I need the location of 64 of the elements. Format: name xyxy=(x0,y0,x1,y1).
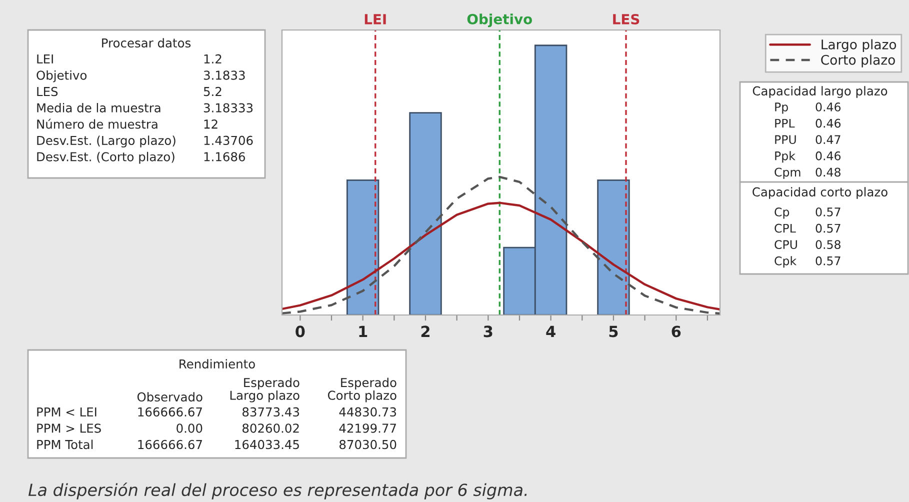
ref-line-label: Objetivo xyxy=(467,14,532,28)
x-tick-label: 2 xyxy=(421,326,430,338)
text: PPL xyxy=(775,118,795,128)
text: Cpm xyxy=(774,168,800,179)
x-tick-label: 6 xyxy=(672,326,681,338)
text: Ppk xyxy=(775,151,796,163)
text: 42199.77 xyxy=(339,424,396,433)
text: 0.57 xyxy=(816,224,840,233)
text: 5.2 xyxy=(204,86,222,96)
ref-line-label: LEI xyxy=(364,14,386,24)
text: Pp xyxy=(775,102,788,114)
text: 1.43706 xyxy=(204,136,253,146)
text: 87030.50 xyxy=(340,440,396,450)
ref-line-label: LES xyxy=(613,14,640,24)
text: 0.46 xyxy=(816,102,841,112)
text: 3.18333 xyxy=(204,103,253,112)
x-tick-label: 5 xyxy=(609,326,618,338)
text: 0.57 xyxy=(816,207,840,216)
x-tick-label: 1 xyxy=(359,326,368,338)
text: 0.58 xyxy=(816,240,840,250)
text: 44830.73 xyxy=(339,407,396,417)
x-tick-label: 4 xyxy=(546,326,556,338)
text: Capacidad corto plazo xyxy=(752,187,888,199)
text: Desv.Est. (Largo plazo) xyxy=(37,136,176,148)
text: Número de muestra xyxy=(37,118,158,129)
text: Esperado Largo plazo xyxy=(230,378,300,402)
text: Procesar datos xyxy=(102,38,191,48)
legend-label: Largo plazo xyxy=(822,39,896,52)
text: PPM Total xyxy=(37,440,93,450)
text: La dispersión real del proceso es representada por 6 sigma. xyxy=(28,482,527,500)
text: 83773.43 xyxy=(242,407,300,417)
text: CPL xyxy=(774,224,796,233)
text: Objetivo xyxy=(36,70,87,82)
text: 164033.45 xyxy=(235,440,299,450)
text: PPM < LEI xyxy=(37,407,96,416)
text: 1.1686 xyxy=(204,152,245,162)
text: Cp xyxy=(774,207,790,219)
text: Rendimiento xyxy=(180,359,255,369)
text: PPU xyxy=(775,135,796,144)
text: 166666.67 xyxy=(138,440,202,450)
text: Cpk xyxy=(774,256,797,268)
text: 0.46 xyxy=(816,118,841,128)
text: 1.2 xyxy=(204,54,222,64)
text: CPU xyxy=(774,240,797,250)
text: 0.00 xyxy=(176,424,202,433)
text: 166666.67 xyxy=(138,407,202,417)
text: PPM > LES xyxy=(37,424,101,433)
text: 80260.02 xyxy=(242,424,299,433)
text: LES xyxy=(37,86,58,96)
text: Observado xyxy=(137,392,202,402)
text: 0.46 xyxy=(816,151,841,160)
text: Esperado Corto plazo xyxy=(328,378,396,402)
text: 0.47 xyxy=(816,135,840,144)
text: Media de la muestra xyxy=(37,102,160,112)
text: 0.48 xyxy=(816,168,840,177)
text: 3.1833 xyxy=(204,70,245,80)
text: 0.57 xyxy=(816,256,840,266)
text: LEI xyxy=(37,54,53,64)
text: Capacidad largo plazo xyxy=(752,86,888,98)
text: 12 xyxy=(204,120,218,129)
x-tick-label: 0 xyxy=(296,326,305,338)
x-tick-label: 3 xyxy=(484,326,492,338)
text: Desv.Est. (Corto plazo) xyxy=(37,152,174,164)
legend-label: Corto plazo xyxy=(821,54,895,68)
